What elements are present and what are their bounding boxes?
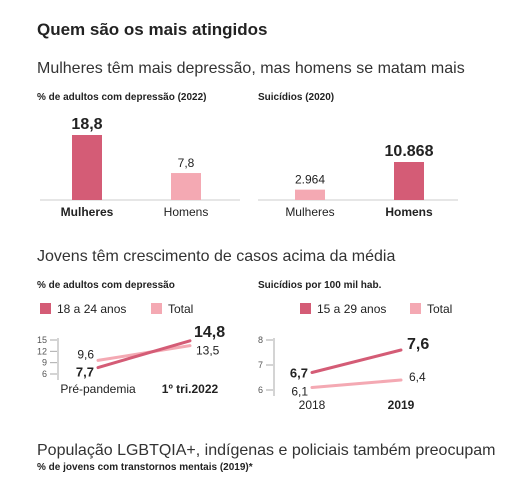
chart4-ytick-2: 8 bbox=[258, 335, 263, 345]
chart1-category-label-0: Mulheres bbox=[61, 205, 114, 219]
chart2-title: Suicídios (2020) bbox=[258, 92, 335, 103]
chart3-ytick-2: 12 bbox=[37, 346, 47, 356]
chart4-title: Suicídios por 100 mil hab. bbox=[258, 280, 382, 291]
chart3-xtick-1: 1º tri.2022 bbox=[162, 382, 219, 396]
chart4-xtick-1: 2019 bbox=[388, 398, 415, 412]
subtitle-depression-suicide: Mulheres têm mais depressão, mas homens … bbox=[37, 60, 465, 77]
chart2-value-label-1: 10.868 bbox=[385, 143, 434, 160]
chart2-category-label-0: Mulheres bbox=[285, 205, 334, 219]
chart4-data-label-1-1: 6,4 bbox=[409, 370, 426, 384]
chart4-series-line-0 bbox=[310, 348, 403, 374]
chart3-legend-swatch-0 bbox=[40, 303, 51, 314]
chart4-data-label-1-0: 6,1 bbox=[291, 385, 308, 399]
chart1-bar-0 bbox=[72, 135, 102, 200]
chart4-xtick-0: 2018 bbox=[299, 398, 326, 412]
chart4-series-line-1 bbox=[310, 378, 403, 389]
chart2-bar-1 bbox=[394, 162, 424, 200]
chart3-ytick-3: 15 bbox=[37, 335, 47, 345]
page-title: Quem são os mais atingidos bbox=[37, 20, 268, 39]
chart1-value-label-0: 18,8 bbox=[71, 116, 102, 133]
chart4-ytick-1: 7 bbox=[258, 360, 263, 370]
chart1-category-label-1: Homens bbox=[164, 205, 209, 219]
chart3-data-label-0-0: 7,7 bbox=[76, 365, 94, 380]
chart4-legend-swatch-1 bbox=[410, 303, 421, 314]
chart4-data-label-0-0: 6,7 bbox=[290, 366, 308, 381]
caption-groups: % de jovens com transtornos mentais (201… bbox=[37, 462, 253, 473]
chart4-legend-label-0: 15 a 29 anos bbox=[317, 302, 386, 316]
chart3-ytick-0: 6 bbox=[42, 369, 47, 379]
chart3-data-label-1-0: 9,6 bbox=[77, 347, 94, 361]
chart3-legend-swatch-1 bbox=[151, 303, 162, 314]
subtitle-youth: Jovens têm crescimento de casos acima da… bbox=[37, 248, 396, 265]
chart2-category-label-1: Homens bbox=[385, 205, 433, 219]
chart3-series-line-0 bbox=[96, 339, 192, 370]
chart1-value-label-1: 7,8 bbox=[178, 156, 195, 170]
chart3-title: % de adultos com depressão bbox=[37, 280, 175, 291]
chart3-legend-label-1: Total bbox=[168, 302, 193, 316]
chart4-legend-label-1: Total bbox=[427, 302, 452, 316]
chart4-data-label-0-1: 7,6 bbox=[407, 336, 429, 353]
chart2-value-label-0: 2.964 bbox=[295, 173, 325, 187]
subtitle-groups: População LGBTQIA+, indígenas e policiai… bbox=[37, 442, 496, 459]
chart3-xtick-0: Pré-pandemia bbox=[60, 382, 136, 396]
chart1-title: % de adultos com depressão (2022) bbox=[37, 92, 207, 103]
chart4-ytick-0: 6 bbox=[258, 385, 263, 395]
chart3-data-label-1-1: 13,5 bbox=[196, 344, 220, 358]
chart3-legend-label-0: 18 a 24 anos bbox=[57, 302, 126, 316]
chart3-ytick-1: 9 bbox=[42, 358, 47, 368]
chart4-legend-swatch-0 bbox=[300, 303, 311, 314]
chart1-bar-1 bbox=[171, 173, 201, 200]
chart3-data-label-0-1: 14,8 bbox=[194, 324, 225, 341]
chart2-bar-0 bbox=[295, 189, 325, 200]
